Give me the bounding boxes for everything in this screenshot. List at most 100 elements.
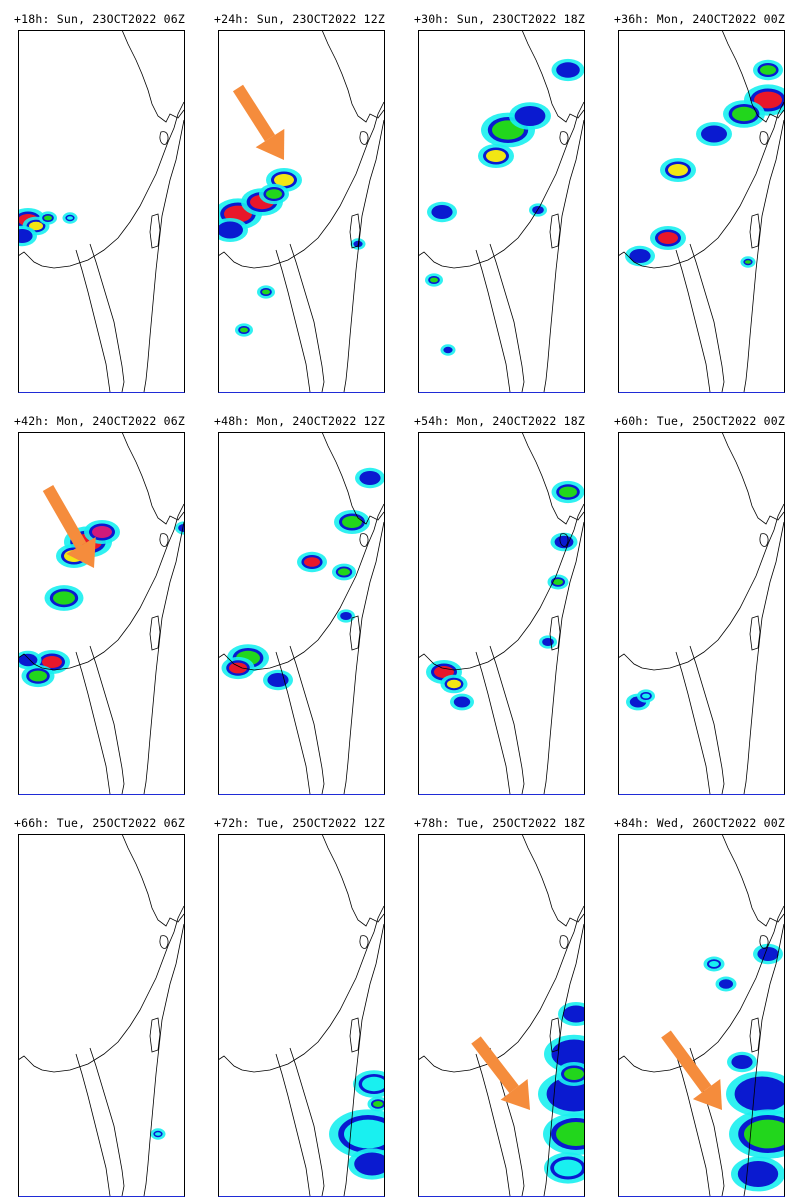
precip-cell xyxy=(559,64,577,76)
lake-outline xyxy=(159,131,169,145)
precip-field xyxy=(221,467,385,691)
lake-outline xyxy=(159,533,169,547)
map-canvas xyxy=(18,432,185,795)
coastline xyxy=(721,30,785,123)
precip-cell xyxy=(556,1043,585,1065)
panel-title: +72h: Tue, 25OCT2022 12Z xyxy=(214,816,385,830)
coastline xyxy=(343,521,385,795)
precip-cell xyxy=(554,1159,582,1177)
forecast-panel: +60h: Tue, 25OCT2022 00Z xyxy=(614,402,794,798)
precip-cell xyxy=(456,698,468,706)
precip-cell xyxy=(92,526,112,538)
precip-cell xyxy=(262,289,270,295)
precip-cell xyxy=(668,164,688,176)
precip-cell xyxy=(434,207,450,217)
precip-map xyxy=(418,834,585,1197)
coastline xyxy=(143,521,185,795)
lake-outline xyxy=(359,935,369,949)
map-frame xyxy=(18,432,185,795)
coastline xyxy=(343,119,385,393)
precip-field xyxy=(18,520,185,688)
precip-cell xyxy=(556,1122,585,1146)
precip-field xyxy=(538,1002,585,1184)
map-frame xyxy=(618,432,785,795)
coastline xyxy=(743,923,785,1197)
precip-cell xyxy=(553,579,563,585)
coastline xyxy=(743,521,785,795)
coastline xyxy=(321,30,385,123)
coastline xyxy=(289,243,325,393)
panel-title: +18h: Sun, 23OCT2022 06Z xyxy=(14,12,185,26)
panel-title: +78h: Tue, 25OCT2022 18Z xyxy=(414,816,585,830)
coastline xyxy=(289,645,325,795)
precip-cell xyxy=(240,327,248,333)
precip-cell xyxy=(270,675,286,685)
precip-cell xyxy=(53,591,75,605)
coastline xyxy=(475,1053,511,1197)
forecast-panel: +36h: Mon, 24OCT2022 00Z xyxy=(614,0,794,396)
map-canvas xyxy=(18,834,185,1197)
precip-cell xyxy=(566,1008,585,1020)
precip-map xyxy=(218,432,385,795)
precip-cell xyxy=(744,1119,785,1149)
coastline xyxy=(521,834,585,927)
precip-field xyxy=(150,1128,166,1140)
precip-cell xyxy=(229,662,247,674)
coastline xyxy=(18,503,185,671)
coastline xyxy=(75,249,111,393)
coastline xyxy=(475,249,511,393)
coastline xyxy=(418,503,585,671)
panel-title: +36h: Mon, 24OCT2022 00Z xyxy=(614,12,785,26)
precip-cell xyxy=(559,486,577,498)
precip-cell xyxy=(344,1119,385,1149)
map-canvas xyxy=(18,30,185,393)
coastline xyxy=(275,249,311,393)
precip-cell xyxy=(745,260,751,264)
coastline xyxy=(218,101,385,269)
precip-cell xyxy=(362,1076,385,1092)
precip-cell xyxy=(342,613,350,619)
precip-cell xyxy=(552,1080,585,1108)
coastline xyxy=(543,521,585,795)
precip-cell xyxy=(564,1068,584,1080)
precip-cell xyxy=(266,189,282,199)
coastline xyxy=(18,905,185,1073)
precip-cell xyxy=(21,655,35,665)
lake-outline xyxy=(149,615,161,651)
coastline xyxy=(121,834,185,927)
coastline xyxy=(75,651,111,795)
map-canvas xyxy=(418,834,585,1197)
map-canvas xyxy=(618,834,785,1197)
precip-cell xyxy=(740,1080,784,1108)
precip-cell xyxy=(658,232,678,244)
lake-outline xyxy=(149,1017,161,1053)
precip-cell xyxy=(274,174,294,186)
precip-map xyxy=(418,432,585,795)
forecast-panel: +66h: Tue, 25OCT2022 06Z xyxy=(14,804,194,1200)
coastline xyxy=(321,432,385,525)
lake-outline xyxy=(549,615,561,651)
coastline xyxy=(218,503,385,671)
panel-title: +24h: Sun, 23OCT2022 12Z xyxy=(214,12,385,26)
precip-cell xyxy=(486,150,506,162)
forecast-panel: +78h: Tue, 25OCT2022 18Z xyxy=(414,804,594,1200)
precip-cell xyxy=(18,231,30,241)
map-canvas xyxy=(618,30,785,393)
panel-title: +48h: Mon, 24OCT2022 12Z xyxy=(214,414,385,428)
precip-map xyxy=(618,834,785,1197)
precip-cell xyxy=(338,568,350,576)
forecast-panel: +24h: Sun, 23OCT2022 12Z xyxy=(214,0,394,396)
coastline xyxy=(721,834,785,927)
highlight-arrow-icon xyxy=(42,485,96,568)
forecast-panel: +54h: Mon, 24OCT2022 18Z xyxy=(414,402,594,798)
coastline xyxy=(121,30,185,123)
precip-cell xyxy=(42,656,62,668)
precip-cell xyxy=(760,65,776,75)
lake-outline xyxy=(749,615,761,651)
precip-cell xyxy=(447,679,461,689)
coastline xyxy=(618,905,785,1073)
precip-field xyxy=(18,208,78,247)
precip-cell xyxy=(732,106,756,122)
coastline xyxy=(489,645,525,795)
panel-title: +60h: Tue, 25OCT2022 00Z xyxy=(614,414,785,428)
